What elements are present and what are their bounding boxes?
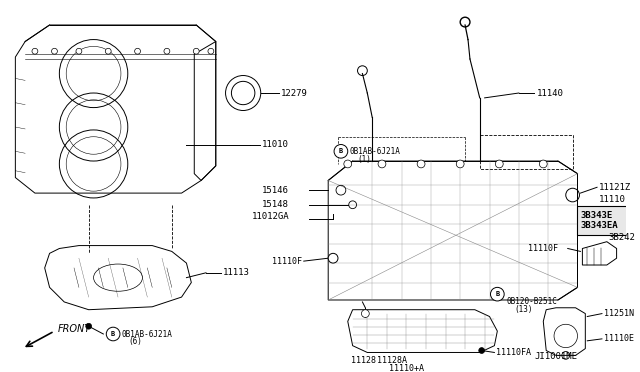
- Text: 11110E: 11110E: [604, 334, 634, 343]
- Circle shape: [479, 347, 484, 353]
- Text: 15148: 15148: [262, 200, 289, 209]
- Circle shape: [328, 253, 338, 263]
- Text: 3B343E: 3B343E: [580, 211, 612, 220]
- Text: 11251N: 11251N: [604, 309, 634, 318]
- Text: 0B1AB-6J21A: 0B1AB-6J21A: [349, 147, 401, 156]
- Circle shape: [134, 48, 141, 54]
- Text: B: B: [339, 148, 343, 154]
- Text: (6): (6): [129, 337, 143, 346]
- Text: FRONT: FRONT: [58, 324, 91, 334]
- Text: (13): (13): [514, 305, 532, 314]
- Text: 11113: 11113: [223, 268, 250, 277]
- Circle shape: [193, 48, 199, 54]
- Text: 11128A: 11128A: [377, 356, 407, 365]
- Circle shape: [106, 327, 120, 341]
- Circle shape: [362, 310, 369, 317]
- Text: (1): (1): [358, 155, 371, 164]
- Text: 11128: 11128: [351, 356, 376, 365]
- Text: 11140: 11140: [536, 89, 563, 97]
- Text: 11110F: 11110F: [528, 244, 558, 253]
- Circle shape: [106, 48, 111, 54]
- Circle shape: [495, 160, 503, 168]
- Text: 11010: 11010: [262, 140, 289, 149]
- Text: B: B: [495, 291, 499, 297]
- Bar: [480, 135, 573, 169]
- Text: 11110+A: 11110+A: [389, 363, 424, 372]
- Text: 3B242: 3B242: [609, 233, 636, 242]
- Circle shape: [456, 160, 464, 168]
- Text: 15146: 15146: [262, 186, 289, 195]
- Circle shape: [52, 48, 58, 54]
- Circle shape: [164, 48, 170, 54]
- Circle shape: [344, 160, 351, 168]
- Text: 12279: 12279: [281, 89, 308, 97]
- Text: 11110: 11110: [599, 195, 626, 204]
- Text: 3B343EA: 3B343EA: [580, 221, 618, 230]
- Circle shape: [208, 48, 214, 54]
- Text: B: B: [111, 331, 115, 337]
- Circle shape: [540, 160, 547, 168]
- Circle shape: [76, 48, 82, 54]
- Circle shape: [32, 48, 38, 54]
- FancyBboxPatch shape: [577, 206, 640, 235]
- Circle shape: [417, 160, 425, 168]
- Circle shape: [334, 144, 348, 158]
- Text: JI1001ME: JI1001ME: [534, 352, 577, 361]
- Text: 0B120-B251C: 0B120-B251C: [506, 298, 557, 307]
- Text: 0B1AB-6J21A: 0B1AB-6J21A: [122, 330, 173, 339]
- Circle shape: [378, 160, 386, 168]
- Circle shape: [490, 287, 504, 301]
- Text: 11012GA: 11012GA: [252, 212, 289, 221]
- Text: 11110F: 11110F: [272, 257, 302, 266]
- Text: 11121Z: 11121Z: [599, 183, 631, 192]
- Text: 11110FA: 11110FA: [497, 348, 531, 357]
- Circle shape: [86, 323, 92, 329]
